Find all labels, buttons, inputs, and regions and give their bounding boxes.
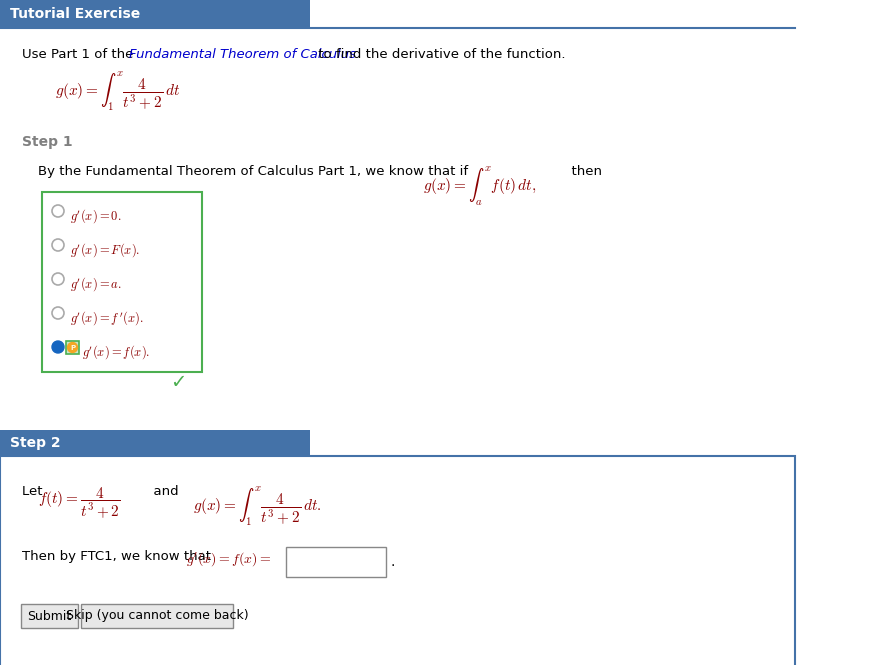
- Text: .: .: [391, 555, 395, 569]
- Text: By the Fundamental Theorem of Calculus Part 1, we know that if: By the Fundamental Theorem of Calculus P…: [38, 165, 477, 178]
- Text: $g'(x) = f(x).$: $g'(x) = f(x).$: [82, 343, 150, 360]
- Text: Use Part 1 of the: Use Part 1 of the: [22, 48, 138, 61]
- Circle shape: [67, 342, 78, 352]
- Text: then: then: [562, 165, 602, 178]
- FancyBboxPatch shape: [21, 604, 78, 628]
- Text: $g(x) = \int_{a}^{x} f(t)\, dt,$: $g(x) = \int_{a}^{x} f(t)\, dt,$: [423, 165, 536, 208]
- Text: P: P: [70, 344, 75, 350]
- FancyBboxPatch shape: [66, 341, 79, 354]
- Text: Step 2: Step 2: [10, 436, 61, 450]
- Text: Skip (you cannot come back): Skip (you cannot come back): [65, 610, 248, 622]
- Text: $g'(x) = F(x).$: $g'(x) = F(x).$: [70, 241, 140, 259]
- Text: $g'(x) = 0.$: $g'(x) = 0.$: [70, 207, 122, 225]
- Text: ✓: ✓: [170, 373, 186, 392]
- Text: $g'(x) = f(x) =$: $g'(x) = f(x) =$: [186, 550, 271, 568]
- FancyBboxPatch shape: [0, 456, 794, 665]
- Text: and: and: [145, 485, 187, 498]
- FancyBboxPatch shape: [0, 430, 309, 456]
- FancyBboxPatch shape: [0, 0, 309, 28]
- Text: $g'(x) = f\,'(x).$: $g'(x) = f\,'(x).$: [70, 309, 144, 327]
- Text: Then by FTC1, we know that: Then by FTC1, we know that: [22, 550, 219, 563]
- Text: $g(x) = \int_{1}^{x} \dfrac{4}{t^3 + 2}\, dt$: $g(x) = \int_{1}^{x} \dfrac{4}{t^3 + 2}\…: [55, 70, 180, 113]
- Text: $f(t) = \dfrac{4}{t^3 + 2}$: $f(t) = \dfrac{4}{t^3 + 2}$: [38, 485, 121, 520]
- Text: $g'(x) = a.$: $g'(x) = a.$: [70, 275, 122, 293]
- Text: Fundamental Theorem of Calculus: Fundamental Theorem of Calculus: [129, 48, 356, 61]
- Text: Step 1: Step 1: [22, 135, 72, 149]
- FancyBboxPatch shape: [42, 192, 202, 372]
- Text: Let: Let: [22, 485, 51, 498]
- Circle shape: [52, 341, 64, 353]
- Text: to find the derivative of the function.: to find the derivative of the function.: [314, 48, 565, 61]
- FancyBboxPatch shape: [81, 604, 232, 628]
- Text: Tutorial Exercise: Tutorial Exercise: [10, 7, 140, 21]
- FancyBboxPatch shape: [286, 547, 385, 577]
- Text: Submit: Submit: [27, 610, 71, 622]
- Text: $g(x) = \int_{1}^{x} \dfrac{4}{t^3 + 2}\, dt.$: $g(x) = \int_{1}^{x} \dfrac{4}{t^3 + 2}\…: [193, 485, 321, 528]
